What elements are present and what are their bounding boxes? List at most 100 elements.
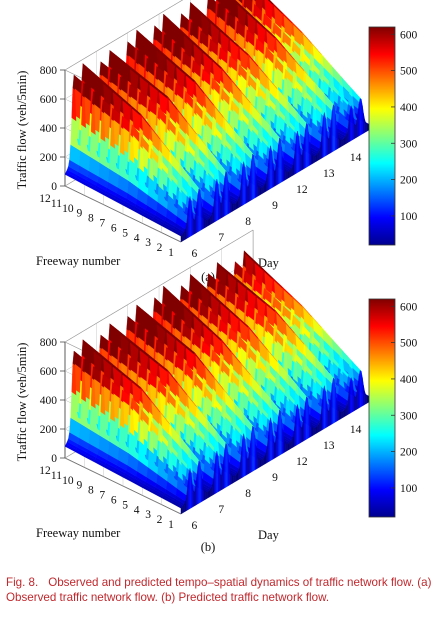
surface-edge <box>236 471 239 481</box>
surface-edge <box>251 425 253 473</box>
surface-edge <box>206 491 209 499</box>
surface-edge <box>296 131 298 174</box>
surface-edge <box>344 407 346 417</box>
surface-edge <box>261 186 263 195</box>
surface-edge <box>273 441 276 459</box>
day-tick-label: 6 <box>191 520 197 532</box>
surface-edge <box>359 98 362 136</box>
z-tick-label: 400 <box>40 395 58 407</box>
surface-edge <box>312 155 315 164</box>
freeway-tick-label: 12 <box>39 465 51 477</box>
surface-edge <box>253 427 256 471</box>
day-tick-label: 9 <box>272 200 278 212</box>
surface-edge <box>311 425 314 437</box>
surface-edge <box>207 218 210 227</box>
surface-edge <box>365 122 368 133</box>
surface-edge <box>242 161 244 206</box>
colorbar-tick-label: 300 <box>400 138 418 150</box>
surface-edge <box>317 423 319 433</box>
surface-edge <box>270 417 272 461</box>
colorbar-tick-label: 200 <box>400 175 418 187</box>
surface-edge <box>364 391 366 405</box>
surface-edge <box>278 137 280 185</box>
surface-edge <box>358 370 361 409</box>
colorbar-tick-label: 600 <box>400 301 418 313</box>
surface-edge <box>286 443 288 452</box>
surface-edge <box>225 443 228 488</box>
day-tick-label: 12 <box>296 184 308 196</box>
surface-edge <box>286 171 288 180</box>
surface-edge <box>361 371 363 407</box>
surface-edge <box>183 231 185 241</box>
surface-edge <box>311 153 314 165</box>
x-axis-label: Day <box>258 256 280 270</box>
surface-edge <box>358 98 361 137</box>
surface-edge <box>193 490 195 507</box>
surface-edge <box>181 505 184 514</box>
surface-edge <box>344 135 346 145</box>
colorbar-tick-label: 500 <box>400 338 418 350</box>
surface-edge <box>349 105 352 142</box>
day-tick-label: 8 <box>245 216 251 228</box>
surface-edge <box>312 427 315 436</box>
z-tick-labels: 0 200 400 600 800 <box>40 337 65 465</box>
surface-edge <box>269 145 271 190</box>
surface-edge <box>209 215 212 225</box>
surface-edge <box>225 171 228 216</box>
surface-edge <box>209 487 212 497</box>
freeway-tick-label: 11 <box>51 198 62 210</box>
surface-edge <box>234 474 237 483</box>
surface-edge <box>306 123 308 168</box>
surface-edge <box>280 139 282 183</box>
surface-plot <box>64 0 370 243</box>
surface-edge <box>290 167 292 177</box>
surface-edge <box>208 489 211 498</box>
freeway-tick-labels: 12 11 10 9 8 7 6 5 4 3 2 1 <box>39 193 174 259</box>
freeway-tick-label: 4 <box>134 232 140 244</box>
surface-edge <box>180 506 183 515</box>
surface-edge <box>284 169 287 181</box>
surface-edge <box>261 458 263 467</box>
surface-edge <box>226 444 229 487</box>
surface-edge <box>327 136 329 155</box>
day-tick-label: 8 <box>245 488 251 500</box>
surface-edge <box>300 426 303 443</box>
surface-edge <box>259 187 261 196</box>
surface-edge <box>342 410 344 419</box>
freeway-tick-label: 5 <box>122 499 128 511</box>
freeway-tick-label: 10 <box>62 475 74 487</box>
y-axis-label: Freeway number <box>36 254 121 268</box>
surface-edge <box>278 409 280 457</box>
freeway-tick-label: 2 <box>157 242 163 254</box>
surface-edge <box>354 123 356 139</box>
z-tick-label: 400 <box>40 123 58 135</box>
colorbar-tick-labels: 100 200 300 400 500 600 <box>391 29 418 223</box>
surface-edge <box>193 218 195 235</box>
surface-edge <box>183 503 185 513</box>
surface-edge <box>349 377 352 414</box>
surface-edge <box>197 188 200 233</box>
surface-edge <box>314 427 316 435</box>
surface-edge <box>262 185 265 194</box>
surface-edge <box>340 411 343 419</box>
surface-edge <box>280 411 282 455</box>
z-axis-label: Traffic flow (veh/5min) <box>15 343 29 462</box>
surface-edge <box>206 219 209 227</box>
z-tick-label: 0 <box>51 181 57 193</box>
surface-edge <box>279 137 281 184</box>
surface-edge <box>354 395 356 411</box>
x-axis-label: Day <box>258 528 280 542</box>
surface-edge <box>363 113 365 134</box>
surface-edge <box>315 426 317 435</box>
surface-edge <box>235 473 238 482</box>
z-tick-labels: 0 200 400 600 800 <box>40 65 65 193</box>
surface-edge <box>290 439 292 449</box>
surface-edge <box>259 459 261 468</box>
surface-edge <box>289 169 291 178</box>
surface-edge <box>287 171 289 179</box>
freeway-tick-label: 9 <box>76 480 82 492</box>
surface-edge <box>233 475 235 483</box>
surface-edge <box>351 377 353 413</box>
day-tick-labels: 6 7 8 9 12 13 14 <box>191 152 361 260</box>
surface-edge <box>351 105 353 141</box>
